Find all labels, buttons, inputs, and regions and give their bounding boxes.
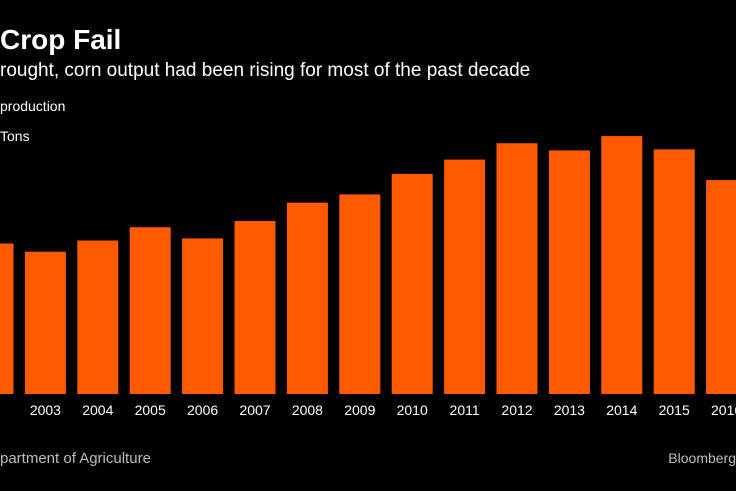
bar-2015 bbox=[653, 149, 695, 394]
bar-2009 bbox=[339, 194, 381, 394]
bar-2011 bbox=[444, 159, 486, 394]
bar-2006 bbox=[182, 238, 224, 394]
source-note: partment of Agriculture bbox=[0, 450, 151, 467]
bar-2016 bbox=[706, 180, 736, 394]
bar-2010 bbox=[391, 173, 433, 394]
bar-2013 bbox=[548, 150, 590, 394]
x-tick-label: 2011 bbox=[450, 402, 480, 418]
x-tick-label: 2008 bbox=[292, 402, 323, 418]
bar-2003 bbox=[24, 251, 66, 394]
unit-label: Tons bbox=[0, 128, 30, 144]
x-tick-label: 2016 bbox=[711, 402, 736, 418]
x-tick-label: 2012 bbox=[501, 402, 532, 418]
bar-2014 bbox=[601, 136, 643, 394]
x-tick-label: 2014 bbox=[606, 402, 637, 418]
bar-2005 bbox=[129, 227, 171, 394]
x-tick-label: 2006 bbox=[187, 402, 218, 418]
x-tick-label: 2013 bbox=[554, 402, 585, 418]
x-tick-label: 2003 bbox=[30, 402, 61, 418]
x-tick-label: 2007 bbox=[239, 402, 270, 418]
chart-subtitle: rought, corn output had been rising for … bbox=[0, 60, 531, 81]
x-tick-label: 2004 bbox=[82, 402, 113, 418]
bar-2008 bbox=[286, 202, 328, 394]
x-tick-label: 2009 bbox=[344, 402, 375, 418]
bloomberg-credit: Bloomberg bbox=[668, 450, 736, 466]
bar-2 bbox=[0, 243, 14, 394]
bar-2007 bbox=[234, 221, 276, 394]
x-tick-label: 2005 bbox=[135, 402, 166, 418]
bar-2004 bbox=[77, 240, 119, 394]
x-tick-label: 2015 bbox=[659, 402, 690, 418]
chart-title: Crop Fail bbox=[0, 24, 122, 55]
x-tick-label: 2010 bbox=[397, 402, 428, 418]
bar-2012 bbox=[496, 143, 538, 394]
legend-label: production bbox=[0, 98, 66, 114]
